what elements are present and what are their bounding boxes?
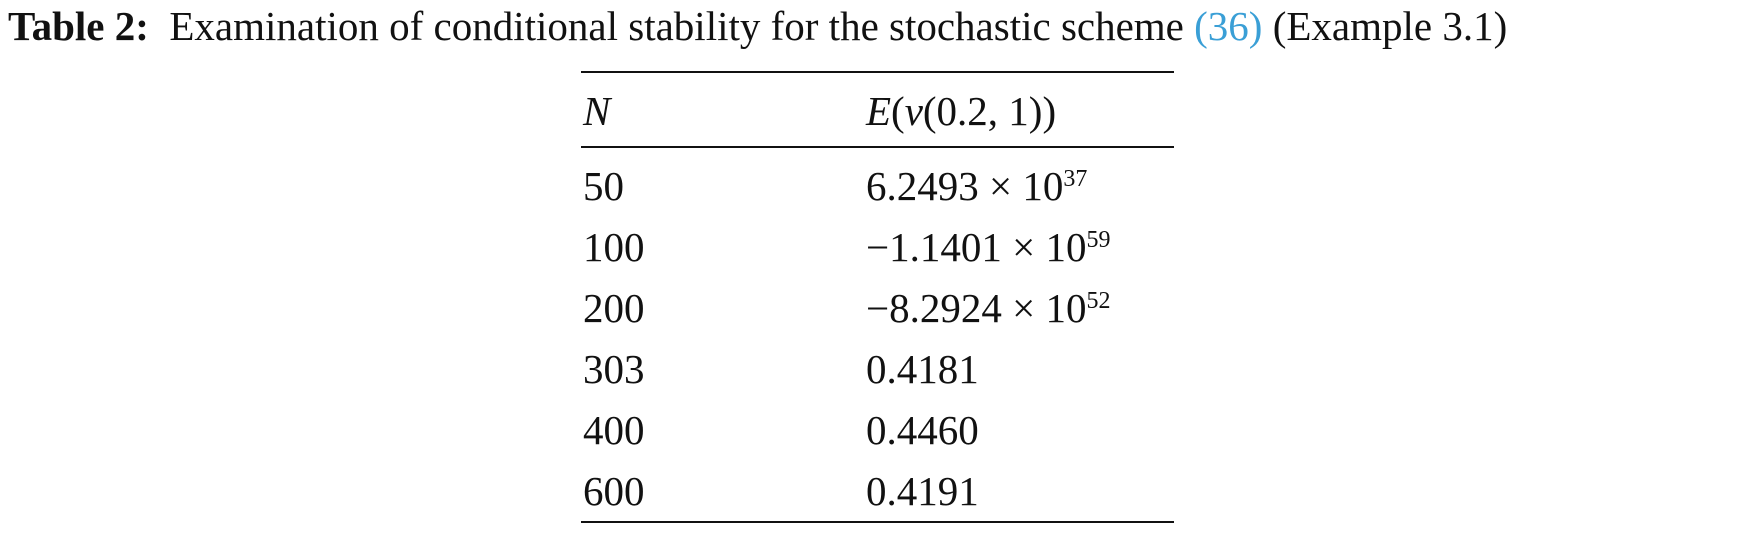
table-cell-expectation: 0.4181	[866, 345, 979, 393]
table-header-rule	[581, 146, 1174, 148]
header-v-symbol: v	[904, 88, 923, 134]
table-cell-expectation: 0.4460	[866, 406, 979, 454]
value-exponent: 37	[1063, 166, 1088, 192]
header-open-paren: (	[891, 88, 905, 134]
value-mantissa: 0.4460	[866, 407, 979, 453]
header-expectation: E(v(0.2, 1))	[866, 87, 1056, 135]
table-cell-expectation: 0.4191	[866, 467, 979, 515]
value-exponent: 52	[1086, 288, 1111, 314]
value-mantissa: −1.1401 × 10	[866, 224, 1087, 270]
table-cell-n: 50	[583, 163, 624, 209]
value-mantissa: −8.2924 × 10	[866, 285, 1087, 331]
table-cell-n: 100	[583, 224, 645, 270]
value-mantissa: 0.4181	[866, 346, 979, 392]
table-caption: Table 2: Examination of conditional stab…	[8, 0, 1748, 52]
equation-reference-link[interactable]: (36)	[1194, 3, 1263, 49]
caption-label: Table 2:	[8, 3, 149, 49]
header-n: N	[583, 88, 611, 134]
table-cell-n: 200	[583, 285, 645, 331]
value-mantissa: 0.4191	[866, 468, 979, 514]
caption-text: Examination of conditional stability for…	[169, 3, 1184, 49]
table-cell-expectation: 6.2493 × 1037	[866, 162, 1087, 217]
value-mantissa: 6.2493 × 10	[866, 163, 1064, 209]
table-cell-expectation: −1.1401 × 1059	[866, 223, 1111, 278]
header-e-symbol: E	[866, 88, 892, 134]
caption-example: (Example 3.1)	[1272, 3, 1508, 49]
value-exponent: 59	[1086, 227, 1111, 253]
table-cell-n: 400	[583, 407, 645, 453]
table-cell-n: 600	[583, 468, 645, 514]
table-bottom-rule	[581, 521, 1174, 523]
table-top-rule	[581, 71, 1174, 73]
table-cell-expectation: −8.2924 × 1052	[866, 284, 1111, 339]
header-args: (0.2, 1))	[922, 88, 1057, 134]
table-cell-n: 303	[583, 346, 645, 392]
